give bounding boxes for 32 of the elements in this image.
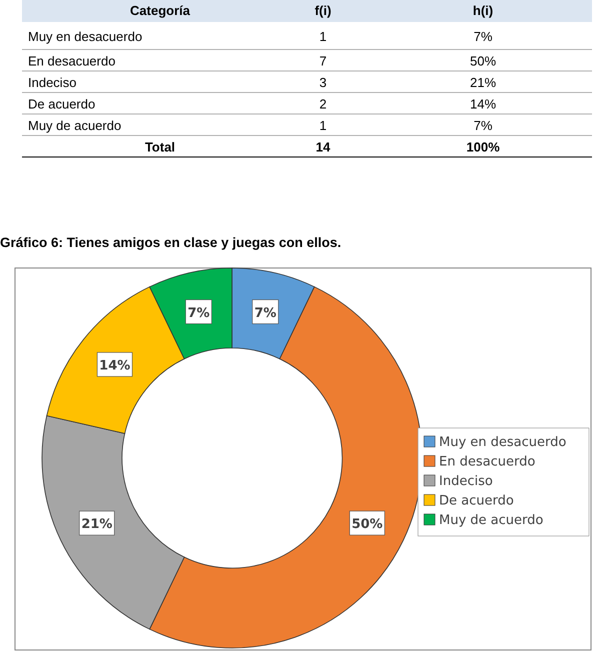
data-label: 7% xyxy=(188,306,210,321)
data-label: 50% xyxy=(470,53,496,68)
category-label: Total xyxy=(144,139,176,154)
legend-label: En desacuerdo xyxy=(439,454,536,470)
data-label: 21% xyxy=(470,74,496,90)
text: Categoría xyxy=(130,3,191,18)
category-label: Muy de acuerdo xyxy=(28,118,122,133)
data-label: 7 xyxy=(319,53,327,68)
category-label: De acuerdo xyxy=(28,96,96,112)
data-label: 7% xyxy=(474,118,493,133)
category-label: Indeciso xyxy=(28,74,76,90)
data-label: 21% xyxy=(81,517,112,532)
data-label: 50% xyxy=(352,517,383,532)
legend-label: Indeciso xyxy=(439,474,493,489)
data-label: 3 xyxy=(319,74,327,90)
data-label: 2 xyxy=(319,96,327,112)
legend-label: Muy de acuerdo xyxy=(439,513,544,528)
data-label: 7% xyxy=(474,28,493,44)
data-label: 14 xyxy=(316,139,331,154)
legend-label: De acuerdo xyxy=(439,494,514,508)
data-label: 100% xyxy=(466,139,500,154)
chart-title: Gráfico 6: Tienes amigos en clase y juegas con ellos. xyxy=(0,235,342,250)
data-label: 1 xyxy=(319,118,327,133)
category-label: En desacuerdo xyxy=(28,53,116,68)
data-label: 1 xyxy=(319,28,327,44)
data-label: 7% xyxy=(254,306,276,321)
legend-label: Muy en desacuerdo xyxy=(439,435,566,450)
category-label: Muy en desacuerdo xyxy=(28,28,142,44)
text: h(i) xyxy=(472,3,494,18)
data-label: 14% xyxy=(99,358,130,374)
text: f(i) xyxy=(314,3,332,18)
data-label: 14% xyxy=(470,96,496,112)
